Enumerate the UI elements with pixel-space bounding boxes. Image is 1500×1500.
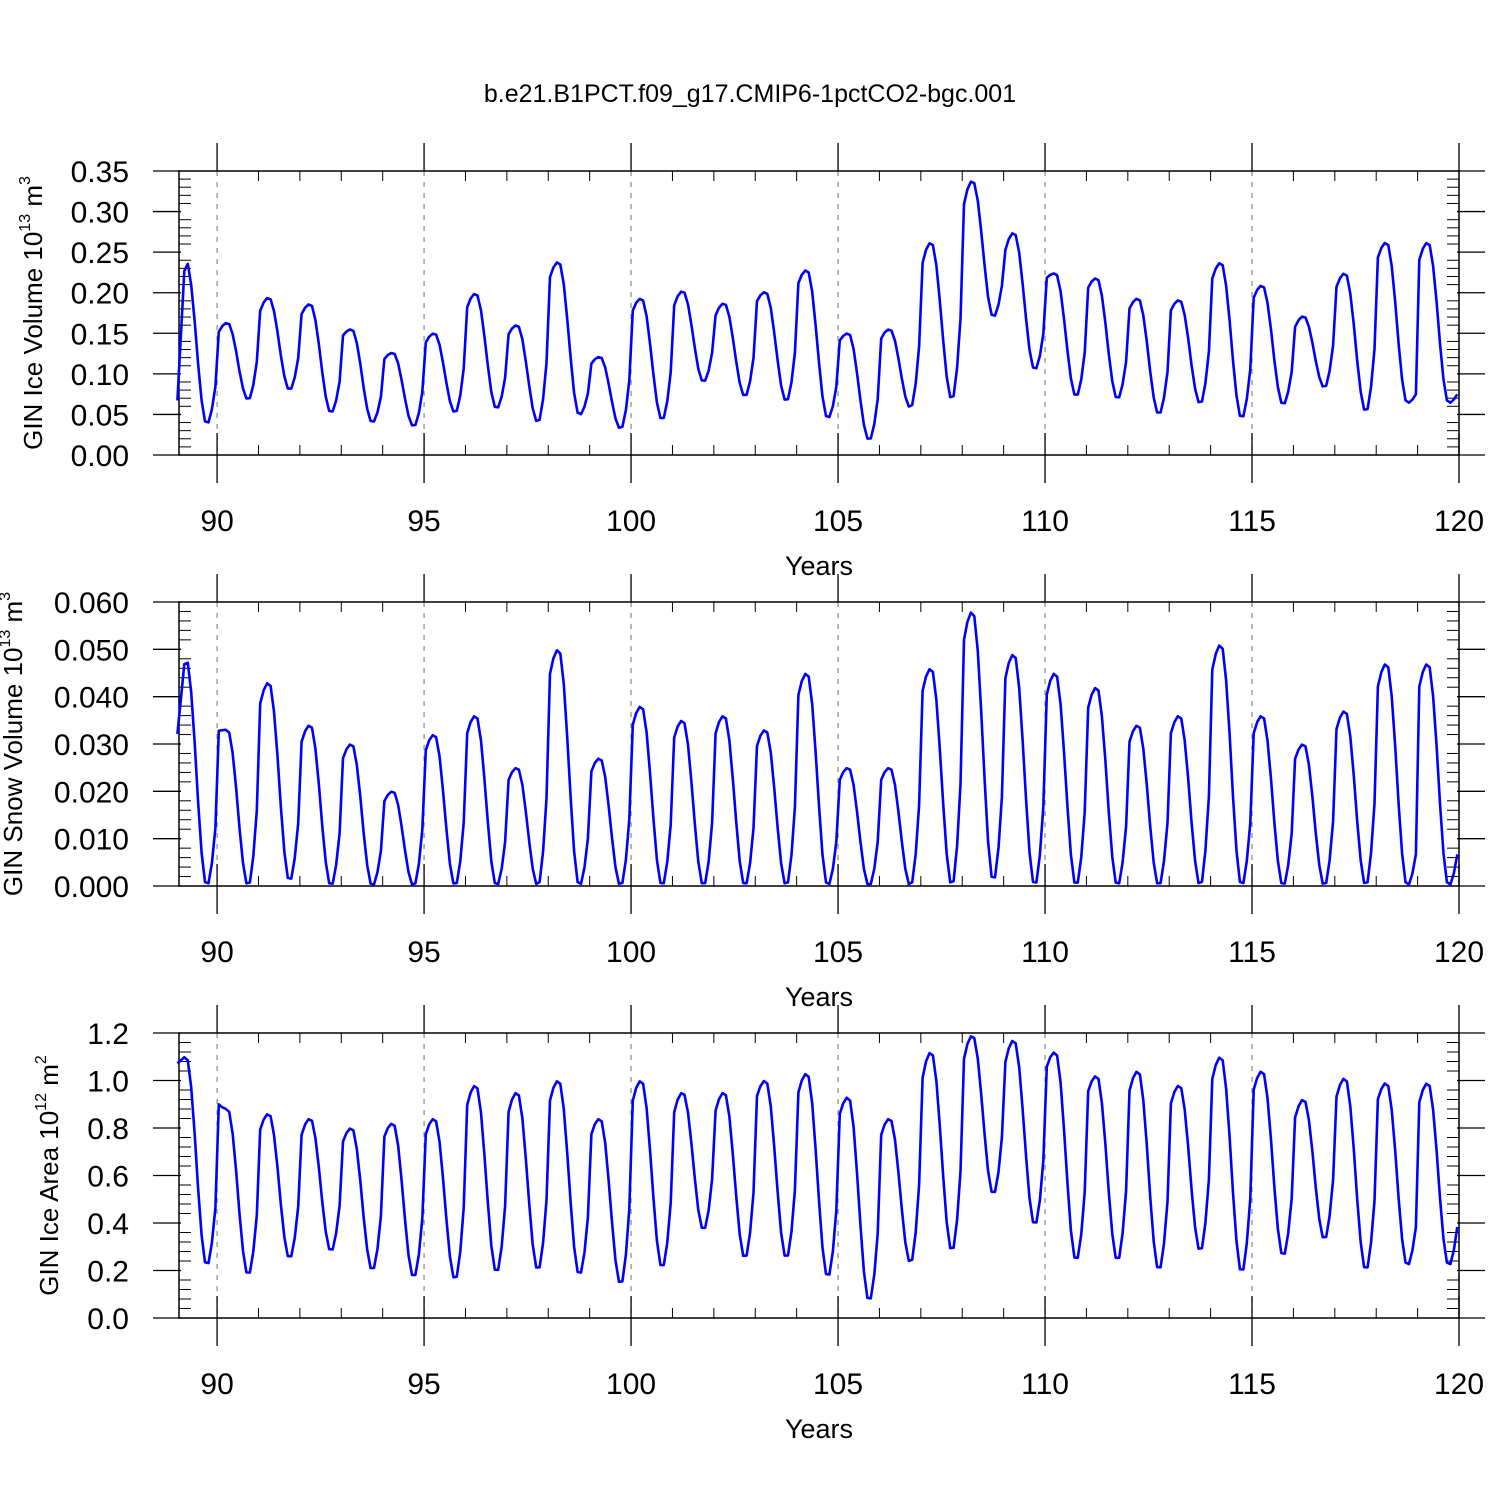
- x-tick-label: 90: [200, 936, 233, 969]
- y-tick-label: 0.040: [54, 682, 129, 715]
- x-tick-label: 105: [813, 1368, 863, 1401]
- figure-title: b.e21.B1PCT.f09_g17.CMIP6-1pctCO2-bgc.00…: [483, 80, 1017, 108]
- y-tick-label: 0.8: [87, 1113, 129, 1146]
- plot-frame: [178, 601, 1460, 887]
- x-tick-label: 110: [1021, 936, 1069, 969]
- chart-panel-3: 0.0 0.2 0.4 0.6 0.8 1.0 1.2 90 95 100 105 110 115 120…: [33, 1005, 1485, 1444]
- y-tick-label: 0.010: [54, 824, 129, 857]
- x-tick-label: 120: [1434, 936, 1484, 969]
- x-tick-label: 120: [1434, 505, 1484, 538]
- y-tick-label: 0.6: [87, 1161, 129, 1194]
- y-tick-label: 0.05: [71, 399, 129, 432]
- x-tick-label: 100: [606, 1368, 656, 1401]
- chart-panel-2: 0.000 0.010 0.020 0.030 0.040 0.050 0.060 90 95 1…: [0, 574, 1485, 1012]
- x-tick-label: 110: [1021, 1368, 1069, 1401]
- x-tick-label: 105: [813, 505, 863, 538]
- y-tick-label: 1.0: [87, 1066, 129, 1099]
- y-tick-label: 0.00: [71, 440, 129, 473]
- x-tick-label: 105: [813, 936, 863, 969]
- x-tick-label: 115: [1228, 936, 1276, 969]
- y-axis-label: GIN Ice Volume 1013 m3: [17, 176, 48, 450]
- y-tick-label: 0.15: [71, 318, 129, 351]
- x-tick-label: 95: [407, 505, 440, 538]
- y-axis-label: GIN Snow Volume 1013 m3: [0, 592, 28, 896]
- y-axis-label: GIN Ice Area 1012 m2: [33, 1055, 64, 1296]
- y-tick-label: 0.2: [87, 1256, 129, 1289]
- y-tick-label: 0.35: [71, 156, 129, 189]
- series-line: [176, 180, 1459, 440]
- y-tick-label: 0.0: [87, 1303, 129, 1336]
- y-tick-label: 0.10: [71, 359, 129, 392]
- y-tick-label: 0.030: [54, 729, 129, 762]
- series-line: [176, 1035, 1459, 1300]
- x-tick-label: 100: [606, 505, 656, 538]
- x-axis-label: Years: [785, 1414, 853, 1444]
- y-tick-label: 0.30: [71, 197, 129, 230]
- x-tick-label: 95: [407, 1368, 440, 1401]
- y-tick-label: 0.060: [54, 587, 129, 620]
- y-tick-label: 0.25: [71, 237, 129, 270]
- x-tick-label: 90: [200, 1368, 233, 1401]
- x-tick-label: 90: [200, 505, 233, 538]
- series-line: [176, 611, 1459, 886]
- y-tick-label: 0.20: [71, 278, 129, 311]
- chart-panel-1: 0.00 0.05 0.10 0.15 0.20 0.25 0.30 0.35 90 95 100 1…: [17, 143, 1485, 581]
- x-tick-label: 120: [1434, 1368, 1484, 1401]
- y-tick-label: 0.020: [54, 776, 129, 809]
- y-tick-label: 0.4: [87, 1208, 129, 1241]
- plot-frame: [178, 170, 1460, 456]
- x-tick-label: 95: [407, 936, 440, 969]
- x-tick-label: 110: [1021, 505, 1069, 538]
- plot-frame: [178, 1032, 1460, 1319]
- x-axis-label: Years: [785, 982, 853, 1012]
- y-tick-label: 0.050: [54, 634, 129, 667]
- y-tick-label: 0.000: [54, 871, 129, 904]
- x-tick-label: 115: [1228, 505, 1276, 538]
- x-axis-label: Years: [785, 551, 853, 581]
- x-tick-label: 100: [606, 936, 656, 969]
- x-tick-label: 115: [1228, 1368, 1276, 1401]
- y-tick-label: 1.2: [87, 1018, 129, 1051]
